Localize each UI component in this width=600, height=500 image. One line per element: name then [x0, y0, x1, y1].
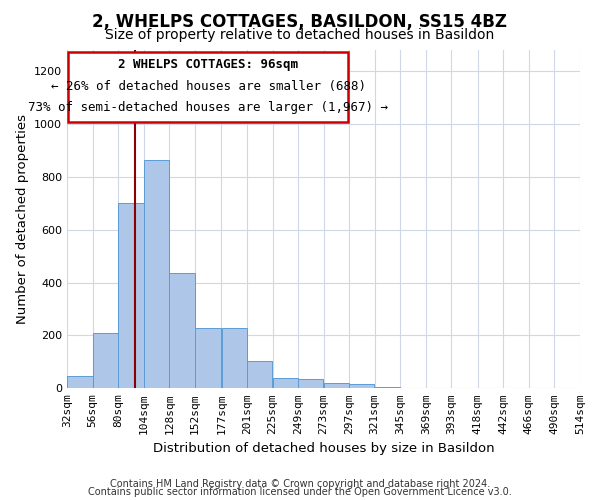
- Text: Contains HM Land Registry data © Crown copyright and database right 2024.: Contains HM Land Registry data © Crown c…: [110, 479, 490, 489]
- Bar: [93, 333, 118, 388]
- Bar: [375, 387, 400, 388]
- Bar: [67, 376, 92, 388]
- Bar: [298, 379, 323, 388]
- Bar: [118, 204, 143, 388]
- Bar: [144, 160, 169, 388]
- Bar: [68, 52, 348, 122]
- Bar: [349, 384, 374, 388]
- Text: 2, WHELPS COTTAGES, BASILDON, SS15 4BZ: 2, WHELPS COTTAGES, BASILDON, SS15 4BZ: [92, 12, 508, 30]
- Bar: [272, 378, 298, 388]
- Bar: [195, 328, 221, 388]
- Bar: [247, 360, 272, 388]
- X-axis label: Distribution of detached houses by size in Basildon: Distribution of detached houses by size …: [153, 442, 494, 455]
- Text: Size of property relative to detached houses in Basildon: Size of property relative to detached ho…: [106, 28, 494, 42]
- Bar: [324, 383, 349, 388]
- Text: ← 26% of detached houses are smaller (688): ← 26% of detached houses are smaller (68…: [50, 80, 365, 92]
- Bar: [221, 328, 247, 388]
- Text: 2 WHELPS COTTAGES: 96sqm: 2 WHELPS COTTAGES: 96sqm: [118, 58, 298, 70]
- Text: Contains public sector information licensed under the Open Government Licence v3: Contains public sector information licen…: [88, 487, 512, 497]
- Bar: [169, 274, 194, 388]
- Text: 73% of semi-detached houses are larger (1,967) →: 73% of semi-detached houses are larger (…: [28, 102, 388, 114]
- Y-axis label: Number of detached properties: Number of detached properties: [16, 114, 29, 324]
